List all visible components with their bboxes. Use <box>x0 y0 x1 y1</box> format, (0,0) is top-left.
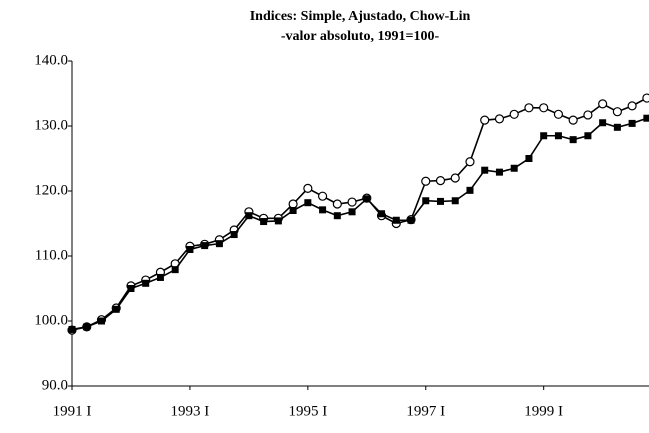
marker <box>392 216 400 224</box>
marker <box>348 208 356 216</box>
marker <box>68 325 76 333</box>
marker <box>97 317 105 325</box>
marker <box>156 273 164 281</box>
marker <box>422 197 430 205</box>
marker <box>274 217 282 225</box>
marker <box>642 93 649 103</box>
marker <box>288 199 298 209</box>
marker <box>584 132 592 140</box>
marker <box>230 231 238 239</box>
marker <box>643 114 649 122</box>
x-tick-label: 1991 I <box>53 403 92 419</box>
marker <box>583 110 593 120</box>
marker <box>598 99 608 109</box>
marker <box>215 240 223 248</box>
marker <box>495 168 503 176</box>
y-tick-label: 140.0 <box>34 52 68 68</box>
marker <box>435 176 446 186</box>
y-tick-label: 130.0 <box>34 117 68 133</box>
marker <box>333 212 341 220</box>
marker <box>612 107 622 117</box>
marker <box>553 109 564 119</box>
marker <box>347 197 357 207</box>
marker <box>303 183 313 193</box>
marker <box>494 114 505 124</box>
marker <box>451 197 459 205</box>
series-line <box>71 117 648 331</box>
y-tick-label: 110.0 <box>35 247 68 263</box>
marker <box>363 195 371 203</box>
marker <box>332 199 342 209</box>
marker <box>524 103 534 113</box>
marker <box>480 115 490 125</box>
marker <box>554 132 562 140</box>
x-tick-label: 1999 I <box>524 403 563 419</box>
marker <box>613 123 621 131</box>
marker <box>304 199 312 207</box>
marker <box>171 266 179 274</box>
chart-subtitle: -valor absoluto, 1991=100- <box>281 29 440 44</box>
marker <box>201 242 209 250</box>
marker <box>317 191 328 201</box>
marker <box>421 176 431 186</box>
marker <box>378 210 386 218</box>
marker <box>481 166 489 174</box>
marker <box>437 197 444 205</box>
marker <box>112 305 120 313</box>
marker <box>510 164 518 172</box>
marker <box>627 101 637 111</box>
marker <box>525 155 533 162</box>
marker <box>569 136 577 144</box>
marker <box>407 216 415 224</box>
marker <box>509 109 519 119</box>
marker <box>450 173 460 183</box>
y-tick-label: 100.0 <box>34 312 68 328</box>
x-tick-label: 1997 I <box>406 403 445 419</box>
marker <box>568 115 578 125</box>
chart-title: Indices: Simple, Ajustado, Chow-Lin <box>250 9 471 24</box>
series-line <box>71 97 648 331</box>
marker <box>465 157 475 167</box>
marker <box>127 285 135 292</box>
marker <box>628 119 636 127</box>
marker <box>142 279 150 287</box>
marker <box>466 186 474 194</box>
marker <box>289 207 297 214</box>
x-tick-label: 1995 I <box>288 403 327 419</box>
marker <box>83 323 91 331</box>
marker <box>539 103 549 113</box>
marker <box>186 246 194 253</box>
y-tick-label: 90.0 <box>42 377 68 393</box>
marker <box>260 218 268 226</box>
marker <box>319 206 327 214</box>
marker <box>540 132 548 140</box>
marker <box>245 212 253 220</box>
x-tick-label: 1993 I <box>171 403 210 419</box>
marker <box>599 119 607 127</box>
y-tick-label: 120.0 <box>34 182 68 198</box>
